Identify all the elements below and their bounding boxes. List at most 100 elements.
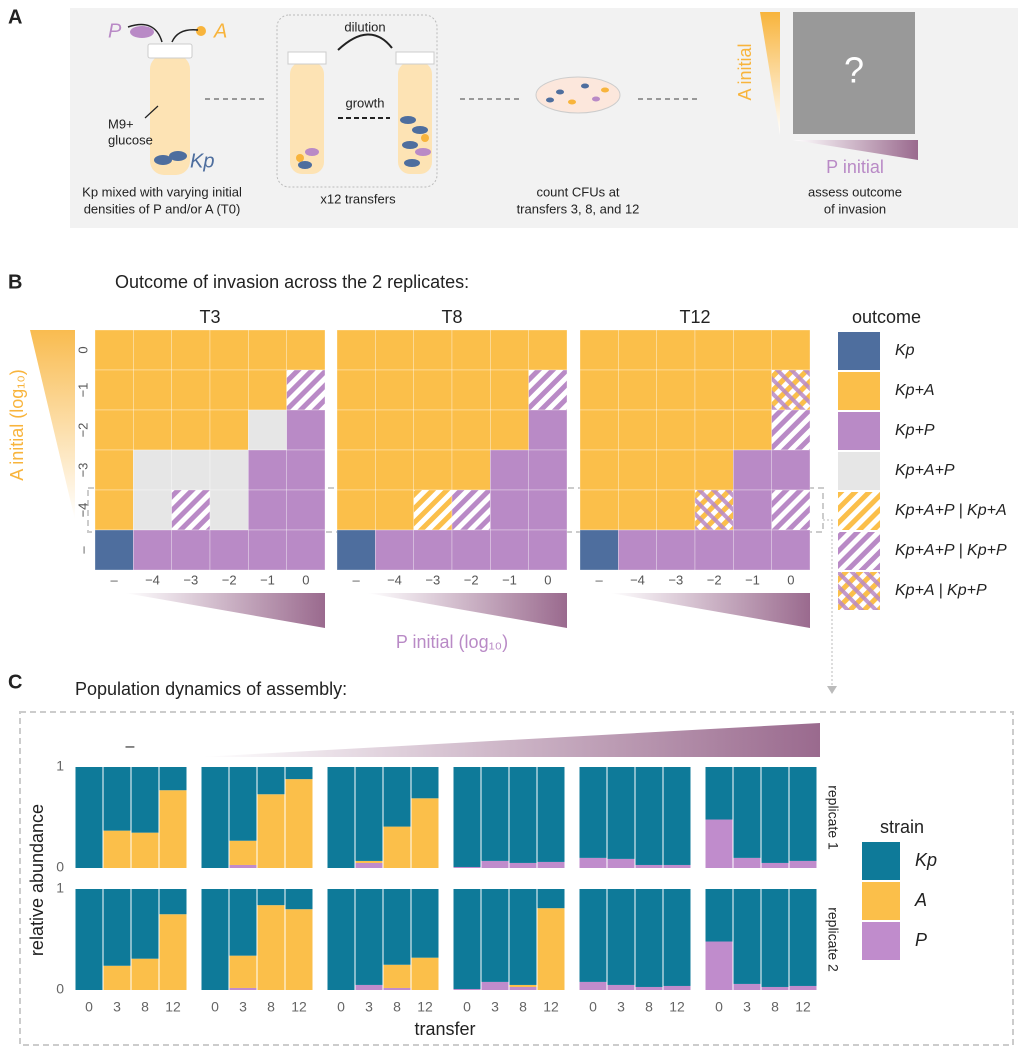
bar-segment xyxy=(579,767,607,858)
cell xyxy=(771,449,811,491)
chart-title: Population dynamics of assembly: xyxy=(75,679,347,699)
chart-title: Outcome of invasion across the 2 replica… xyxy=(115,272,469,292)
x-tick-label: 8 xyxy=(141,999,149,1015)
cell xyxy=(733,329,772,371)
bar-segment xyxy=(607,858,635,868)
bar-segment xyxy=(355,862,383,868)
cell xyxy=(375,449,414,491)
unknown: ? xyxy=(844,50,864,91)
cell xyxy=(375,529,414,571)
legend-label: A xyxy=(914,890,927,910)
legend-title: outcome xyxy=(852,307,921,327)
y-tick-label: −4 xyxy=(75,503,90,518)
x-tick-label: 3 xyxy=(239,999,247,1015)
cell xyxy=(451,449,491,491)
bar-segment xyxy=(201,767,229,868)
cell xyxy=(656,529,696,571)
bar-segment xyxy=(285,909,313,990)
x-tick-label: 3 xyxy=(617,999,625,1015)
legend-swatch xyxy=(838,412,880,450)
bar-segment xyxy=(579,981,607,990)
cell xyxy=(694,329,734,371)
bar-segment xyxy=(607,889,635,985)
bar-segment xyxy=(733,983,761,990)
cell xyxy=(413,489,453,531)
bar-segment xyxy=(75,889,103,990)
cell xyxy=(694,409,734,451)
x-axis-label: transfer xyxy=(414,1019,475,1039)
bar-segment xyxy=(285,889,313,910)
x-tick-label: 3 xyxy=(365,999,373,1015)
bar-segment xyxy=(131,767,159,833)
cell xyxy=(618,409,657,451)
legend-label: Kp xyxy=(895,342,915,359)
bar-segment xyxy=(509,984,537,987)
cell xyxy=(733,529,772,571)
bar-segment xyxy=(733,857,761,868)
bar-segment xyxy=(257,767,285,795)
cell xyxy=(171,329,211,371)
y-tick-label: – xyxy=(75,546,90,554)
caption: of invasion xyxy=(824,201,886,216)
bar-segment xyxy=(579,857,607,868)
static-text: A B C P A M9+ glucose Kp Kp mixed with v… xyxy=(7,6,924,1038)
y-tick-label: −1 xyxy=(75,383,90,398)
panel-label: C xyxy=(8,671,22,693)
x-tick-label: 3 xyxy=(491,999,499,1015)
bar-segment xyxy=(229,767,257,841)
strip-label: replicate 2 xyxy=(825,907,841,972)
x-tick-label: 3 xyxy=(113,999,121,1015)
cell xyxy=(209,369,249,411)
bar-segment xyxy=(229,955,257,988)
panel-a-art xyxy=(127,12,918,188)
bar-segment xyxy=(705,889,733,942)
legend-label: Kp+A+P | Kp+A xyxy=(895,502,1007,519)
cell xyxy=(451,409,491,451)
cell xyxy=(694,529,734,571)
legend-swatch xyxy=(838,532,880,570)
bar-segment xyxy=(383,964,411,988)
cell xyxy=(528,329,568,371)
strip-label: replicate 1 xyxy=(825,785,841,850)
cell xyxy=(618,449,657,491)
bar-segment xyxy=(285,779,313,868)
cell xyxy=(490,369,529,411)
cell xyxy=(133,329,172,371)
bar-segment xyxy=(635,986,663,990)
cell xyxy=(171,489,211,531)
x-tick-label: 8 xyxy=(771,999,779,1015)
cell xyxy=(579,449,619,491)
cell xyxy=(618,529,657,571)
x-tick-label: 8 xyxy=(267,999,275,1015)
bar-segment xyxy=(537,767,565,862)
cell xyxy=(656,369,696,411)
cell xyxy=(771,329,811,371)
cell xyxy=(286,489,326,531)
y-tick-label: 1 xyxy=(56,880,64,896)
cell xyxy=(413,409,453,451)
cell xyxy=(171,449,211,491)
bar-segment xyxy=(383,826,411,868)
cell xyxy=(528,369,568,411)
legend-label: Kp+A | Kp+P xyxy=(895,582,987,599)
bar-segment xyxy=(131,832,159,868)
cell xyxy=(490,409,529,451)
legend-swatch xyxy=(862,882,900,920)
cell xyxy=(375,329,414,371)
legend-label: Kp+A+P | Kp+P xyxy=(895,542,1007,559)
x-tick-label: −2 xyxy=(222,572,237,587)
column-annotation: – xyxy=(126,738,135,755)
bar-segment xyxy=(257,889,285,906)
y-tick-label: 0 xyxy=(75,346,90,353)
p-initial: P initial xyxy=(826,157,884,177)
bar-segment xyxy=(537,889,565,909)
y-tick-label: 0 xyxy=(56,981,64,997)
cell xyxy=(133,489,172,531)
legend-swatch xyxy=(862,922,900,960)
cell xyxy=(336,489,376,531)
cell xyxy=(451,529,491,571)
cell xyxy=(94,369,134,411)
bar-segment xyxy=(789,860,817,868)
bar-segment xyxy=(607,767,635,859)
x-axis-label: P initial (log₁₀) xyxy=(396,632,508,652)
